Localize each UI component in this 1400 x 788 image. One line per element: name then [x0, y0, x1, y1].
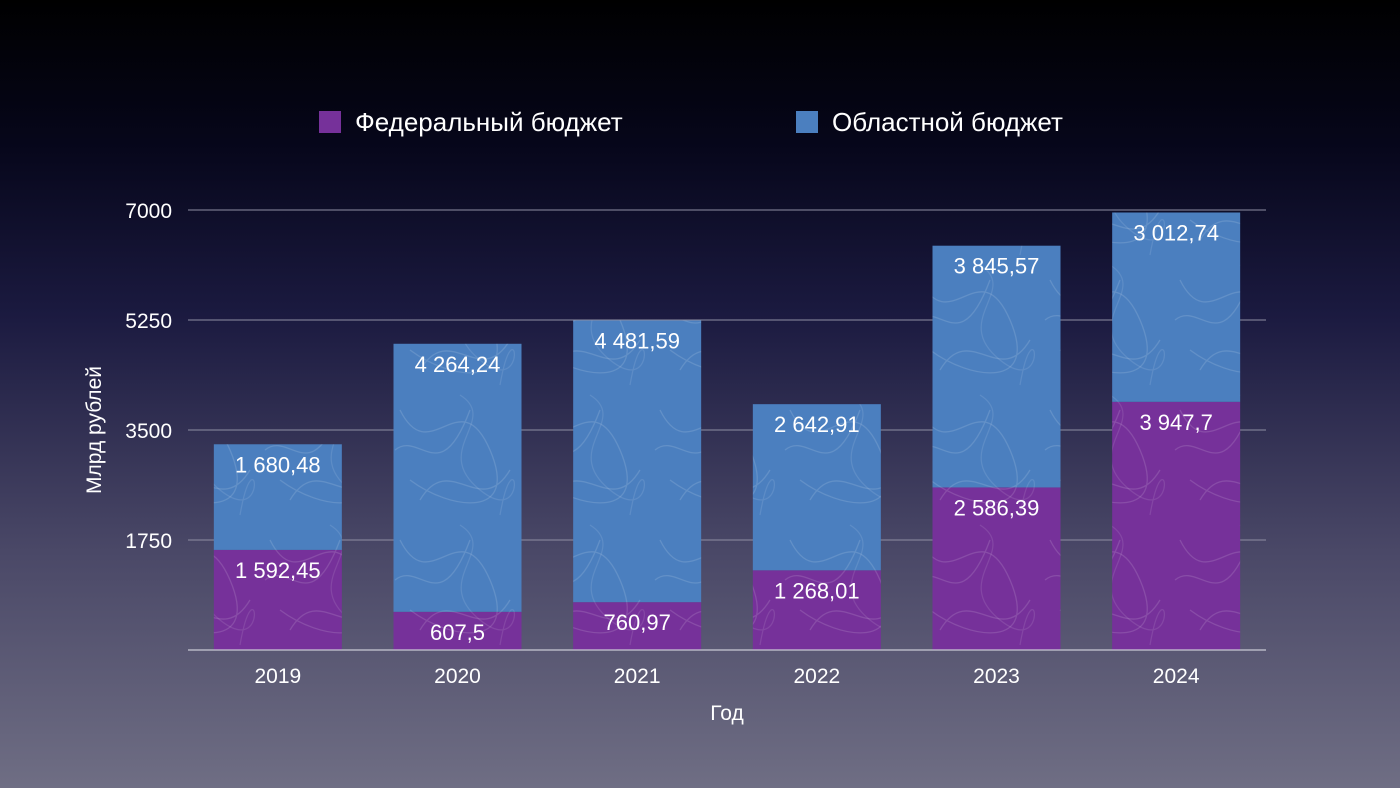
x-tick-label: 2023	[973, 665, 1020, 688]
legend-item-regional: Областной бюджет	[796, 107, 1063, 137]
data-label-federal: 3 947,7	[1139, 410, 1212, 435]
bar-segment-texture	[393, 343, 522, 612]
legend-swatch-federal	[319, 111, 341, 133]
data-label-regional: 4 481,59	[594, 328, 680, 353]
data-label-federal: 1 268,01	[774, 578, 860, 603]
data-label-regional: 2 642,91	[774, 412, 860, 437]
y-tick-label: 1750	[125, 530, 172, 553]
bar-segment-texture	[752, 570, 881, 650]
bar-segment-texture	[213, 549, 342, 650]
bar-segment-texture	[1112, 401, 1241, 650]
legend: Федеральный бюджет Областной бюджет	[319, 107, 1063, 137]
data-label-regional: 3 012,74	[1133, 220, 1219, 245]
x-tick-label: 2024	[1153, 665, 1200, 688]
x-axis-title: Год	[710, 702, 743, 725]
bars	[213, 212, 1241, 650]
data-label-federal: 1 592,45	[235, 558, 321, 583]
data-label-regional: 1 680,48	[235, 452, 321, 477]
data-labels: 1 592,45 1 680,48 607,5 4 264,24 760,97 4 481…	[235, 220, 1219, 644]
y-axis-ticks: 1750 3500 5250 7000	[125, 200, 172, 553]
bar-segment-texture	[573, 320, 702, 603]
bar-segment-texture	[213, 444, 342, 550]
bar-segment-texture	[573, 602, 702, 650]
x-tick-label: 2022	[793, 665, 840, 688]
legend-item-federal: Федеральный бюджет	[319, 107, 623, 137]
legend-label-regional: Областной бюджет	[832, 107, 1063, 137]
data-label-regional: 4 264,24	[415, 352, 501, 377]
y-tick-label: 5250	[125, 310, 172, 333]
x-tick-label: 2020	[434, 665, 481, 688]
bar-segment-texture	[932, 245, 1061, 488]
data-label-federal: 2 586,39	[954, 495, 1040, 520]
data-label-federal: 760,97	[604, 610, 671, 635]
y-tick-label: 3500	[125, 420, 172, 443]
data-label-federal: 607,5	[430, 620, 485, 645]
bar-segment-texture	[1112, 212, 1241, 402]
x-tick-label: 2021	[614, 665, 661, 688]
legend-label-federal: Федеральный бюджет	[355, 107, 623, 137]
bar-segment-texture	[393, 611, 522, 650]
bar-segment-texture	[932, 487, 1061, 650]
y-tick-label: 7000	[125, 200, 172, 223]
x-axis-ticks: 2019 2020 2021 2022 2023 2024	[254, 665, 1199, 688]
gridlines	[188, 209, 1266, 541]
legend-swatch-regional	[796, 111, 818, 133]
y-axis-title: Млрд рублей	[83, 366, 106, 494]
x-tick-label: 2019	[254, 665, 301, 688]
bar-segment-texture	[752, 404, 881, 571]
data-label-regional: 3 845,57	[954, 254, 1040, 279]
